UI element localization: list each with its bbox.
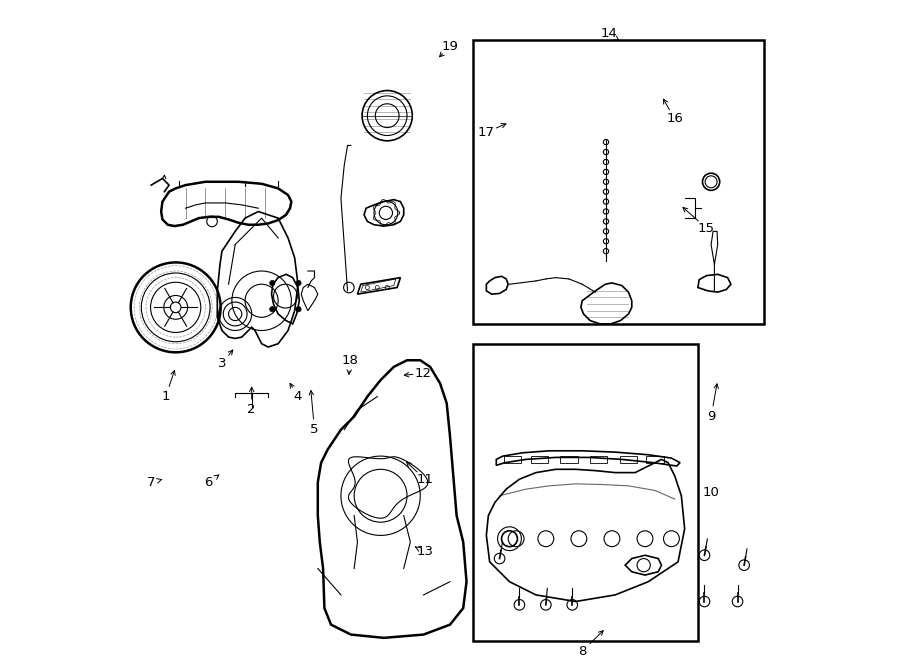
- Text: 2: 2: [248, 403, 256, 416]
- Circle shape: [270, 307, 275, 312]
- Bar: [590, 456, 608, 463]
- Text: 10: 10: [703, 486, 719, 499]
- Bar: [561, 456, 578, 463]
- Text: 18: 18: [341, 354, 358, 367]
- Bar: [620, 456, 637, 463]
- Bar: [473, 344, 698, 641]
- Text: 13: 13: [417, 545, 434, 559]
- Text: 15: 15: [698, 221, 715, 235]
- Text: 14: 14: [600, 26, 617, 40]
- Bar: [531, 456, 548, 463]
- Text: 8: 8: [578, 644, 587, 658]
- Text: 12: 12: [415, 367, 432, 380]
- Text: 19: 19: [442, 40, 458, 53]
- Text: 9: 9: [706, 410, 716, 423]
- Bar: [473, 40, 764, 324]
- Text: 7: 7: [147, 476, 156, 489]
- Text: 1: 1: [161, 390, 170, 403]
- Text: 3: 3: [218, 357, 226, 370]
- Text: 16: 16: [666, 112, 683, 126]
- Bar: [646, 456, 663, 463]
- Bar: [504, 456, 521, 463]
- Circle shape: [296, 307, 302, 312]
- Text: 17: 17: [478, 126, 495, 139]
- Text: 5: 5: [310, 423, 319, 436]
- Text: 4: 4: [293, 390, 302, 403]
- Text: 6: 6: [204, 476, 213, 489]
- Text: 11: 11: [417, 473, 434, 486]
- Circle shape: [296, 280, 302, 286]
- Circle shape: [270, 280, 275, 286]
